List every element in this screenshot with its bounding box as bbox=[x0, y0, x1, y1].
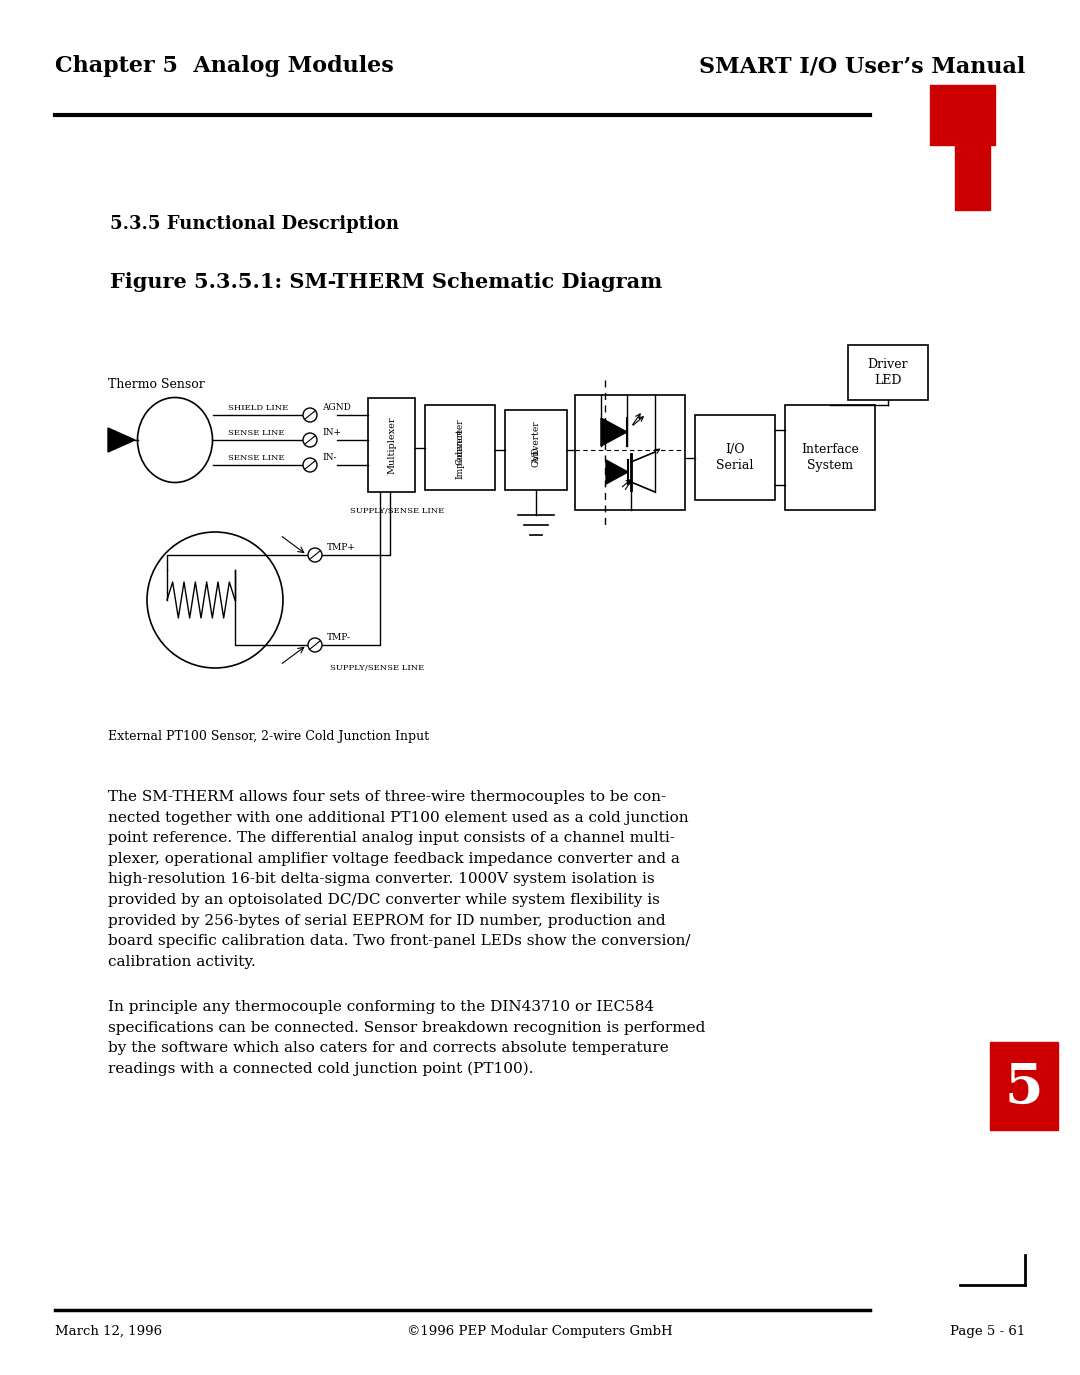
Text: LED: LED bbox=[874, 374, 902, 386]
Text: AGND: AGND bbox=[322, 403, 351, 412]
Text: IN-: IN- bbox=[322, 452, 337, 462]
Text: Figure 5.3.5.1: SM-THERM Schematic Diagram: Figure 5.3.5.1: SM-THERM Schematic Diagr… bbox=[110, 272, 662, 292]
Bar bbox=[930, 85, 995, 144]
Text: ©1996 PEP Modular Computers GmbH: ©1996 PEP Modular Computers GmbH bbox=[407, 1326, 673, 1338]
Text: SUPPLY/SENSE LINE: SUPPLY/SENSE LINE bbox=[350, 507, 444, 516]
Bar bbox=[785, 406, 875, 510]
Bar bbox=[955, 140, 990, 210]
Text: SENSE LINE: SENSE LINE bbox=[228, 429, 284, 437]
Text: TMP-: TMP- bbox=[327, 632, 351, 642]
Text: External PT100 Sensor, 2-wire Cold Junction Input: External PT100 Sensor, 2-wire Cold Junct… bbox=[108, 730, 429, 742]
Text: The SM-THERM allows four sets of three-wire thermocouples to be con-
nected toge: The SM-THERM allows four sets of three-w… bbox=[108, 791, 690, 969]
Bar bbox=[848, 345, 928, 400]
Text: Chapter 5  Analog Modules: Chapter 5 Analog Modules bbox=[55, 55, 394, 77]
Text: Serial: Serial bbox=[716, 459, 754, 472]
Text: Converter: Converter bbox=[456, 418, 464, 465]
Circle shape bbox=[303, 433, 318, 447]
Text: Interface: Interface bbox=[801, 443, 859, 456]
Text: Driver: Driver bbox=[867, 358, 908, 371]
Text: SHIELD LINE: SHIELD LINE bbox=[228, 404, 288, 412]
Text: Page 5 - 61: Page 5 - 61 bbox=[949, 1326, 1025, 1338]
Bar bbox=[505, 410, 567, 490]
Circle shape bbox=[303, 458, 318, 472]
Bar bbox=[426, 406, 495, 490]
Text: SENSE LINE: SENSE LINE bbox=[228, 454, 284, 462]
Text: SMART I/O User’s Manual: SMART I/O User’s Manual bbox=[699, 55, 1025, 77]
Text: 5: 5 bbox=[1004, 1060, 1043, 1115]
Text: Thermo Sensor: Thermo Sensor bbox=[108, 378, 205, 390]
Text: IN+: IN+ bbox=[322, 428, 341, 437]
Text: Multiplexer: Multiplexer bbox=[387, 417, 396, 474]
Text: Impedance: Impedance bbox=[456, 428, 464, 478]
Polygon shape bbox=[606, 461, 627, 484]
Text: 5.3.5 Functional Description: 5.3.5 Functional Description bbox=[110, 214, 399, 232]
Bar bbox=[575, 395, 685, 510]
Circle shape bbox=[308, 549, 322, 562]
Polygon shape bbox=[108, 428, 135, 452]
Text: Converter: Converter bbox=[531, 421, 540, 468]
Text: System: System bbox=[807, 459, 853, 472]
Text: In principle any thermocouple conforming to the DIN43710 or IEC584
specification: In principle any thermocouple conforming… bbox=[108, 1000, 705, 1077]
Bar bbox=[696, 415, 775, 500]
Bar bbox=[990, 1042, 1058, 1130]
Text: TMP+: TMP+ bbox=[327, 543, 356, 551]
Bar bbox=[368, 397, 415, 492]
Text: March 12, 1996: March 12, 1996 bbox=[55, 1326, 162, 1338]
Circle shape bbox=[308, 638, 322, 652]
Text: I/O: I/O bbox=[725, 443, 745, 456]
Circle shape bbox=[303, 408, 318, 422]
Text: A/D: A/D bbox=[531, 448, 540, 465]
Text: SUPPLY/SENSE LINE: SUPPLY/SENSE LINE bbox=[330, 664, 424, 672]
Polygon shape bbox=[600, 418, 627, 446]
